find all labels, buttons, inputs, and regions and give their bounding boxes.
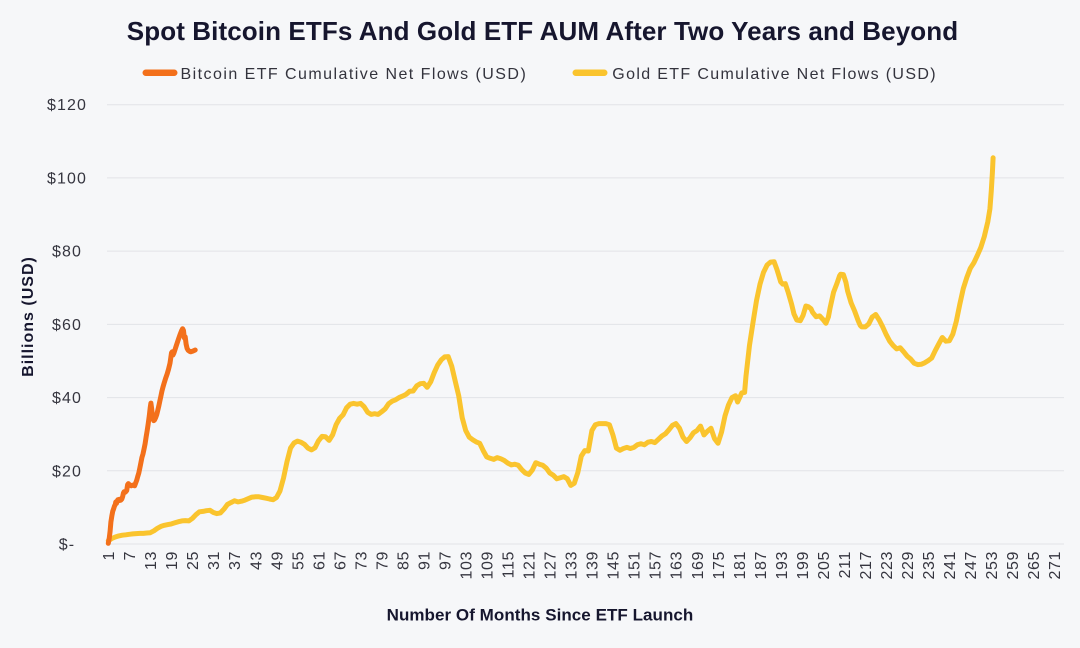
svg-text:247: 247 xyxy=(963,551,980,580)
svg-text:121: 121 xyxy=(522,551,539,580)
svg-text:139: 139 xyxy=(585,551,602,580)
svg-text:19: 19 xyxy=(164,551,181,570)
svg-text:211: 211 xyxy=(837,551,854,578)
svg-text:31: 31 xyxy=(206,551,223,570)
svg-text:Spot Bitcoin ETFs And Gold ETF: Spot Bitcoin ETFs And Gold ETF AUM After… xyxy=(127,16,958,46)
svg-text:265: 265 xyxy=(1026,551,1043,580)
svg-text:25: 25 xyxy=(185,551,202,570)
svg-text:253: 253 xyxy=(984,551,1001,580)
svg-text:43: 43 xyxy=(248,551,265,570)
svg-text:115: 115 xyxy=(501,551,518,578)
svg-text:187: 187 xyxy=(753,551,770,580)
svg-text:181: 181 xyxy=(732,551,749,580)
svg-text:91: 91 xyxy=(417,551,434,570)
svg-text:73: 73 xyxy=(353,551,370,570)
svg-text:193: 193 xyxy=(774,551,791,580)
svg-text:61: 61 xyxy=(311,551,328,570)
svg-text:145: 145 xyxy=(606,551,623,580)
svg-text:85: 85 xyxy=(395,551,412,570)
svg-text:259: 259 xyxy=(1005,551,1022,580)
svg-text:49: 49 xyxy=(269,551,286,570)
svg-text:Gold ETF Cumulative Net Flows: Gold ETF Cumulative Net Flows (USD) xyxy=(612,66,937,83)
svg-text:271: 271 xyxy=(1047,551,1064,580)
svg-text:163: 163 xyxy=(669,551,686,580)
svg-text:37: 37 xyxy=(227,551,244,570)
svg-text:175: 175 xyxy=(711,551,728,580)
svg-text:217: 217 xyxy=(858,551,875,580)
svg-text:235: 235 xyxy=(921,551,938,580)
svg-text:$60: $60 xyxy=(52,317,82,334)
svg-text:$120: $120 xyxy=(47,97,87,114)
svg-text:Number Of Months Since ETF Lau: Number Of Months Since ETF Launch xyxy=(387,606,694,625)
svg-text:199: 199 xyxy=(795,551,812,580)
svg-text:55: 55 xyxy=(290,551,307,570)
svg-text:103: 103 xyxy=(459,551,476,580)
svg-text:241: 241 xyxy=(942,551,959,580)
svg-text:$-: $- xyxy=(59,537,75,554)
svg-text:1: 1 xyxy=(101,551,118,561)
svg-text:205: 205 xyxy=(816,551,833,580)
svg-text:223: 223 xyxy=(879,551,896,580)
svg-text:$40: $40 xyxy=(52,390,82,407)
svg-text:127: 127 xyxy=(543,551,560,580)
svg-text:67: 67 xyxy=(332,551,349,570)
svg-text:79: 79 xyxy=(374,551,391,570)
svg-text:97: 97 xyxy=(438,551,455,570)
svg-text:109: 109 xyxy=(480,551,497,580)
svg-text:157: 157 xyxy=(648,551,665,580)
svg-text:169: 169 xyxy=(690,551,707,580)
svg-text:Billions (USD): Billions (USD) xyxy=(20,256,37,377)
svg-text:$20: $20 xyxy=(52,463,82,480)
svg-text:$100: $100 xyxy=(47,170,87,187)
svg-text:133: 133 xyxy=(564,551,581,580)
svg-text:7: 7 xyxy=(122,551,139,561)
svg-text:229: 229 xyxy=(900,551,917,580)
svg-text:151: 151 xyxy=(627,551,644,580)
svg-text:13: 13 xyxy=(143,551,160,570)
svg-text:$80: $80 xyxy=(52,244,82,261)
svg-text:Bitcoin ETF Cumulative Net Flo: Bitcoin ETF Cumulative Net Flows (USD) xyxy=(181,66,528,83)
